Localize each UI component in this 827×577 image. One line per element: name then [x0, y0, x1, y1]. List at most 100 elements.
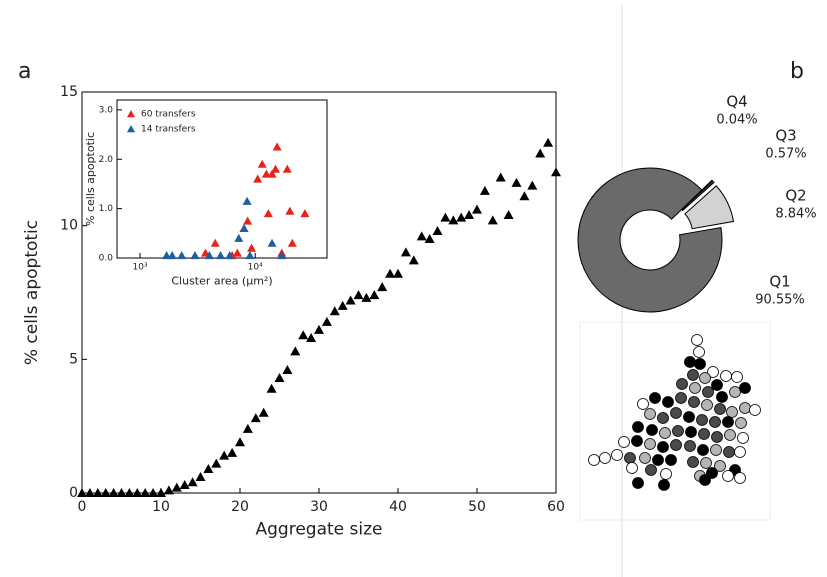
marker [242, 196, 252, 205]
cell [645, 464, 657, 476]
marker [306, 332, 317, 342]
cell [711, 431, 723, 443]
cell [660, 468, 672, 480]
marker [100, 488, 111, 497]
cell [735, 417, 747, 429]
marker [337, 300, 348, 310]
cell [724, 429, 736, 441]
x-tick-label: 60 [547, 499, 565, 515]
marker [242, 423, 253, 433]
marker [495, 172, 506, 182]
marker [156, 488, 166, 497]
marker [108, 488, 119, 497]
cell [659, 427, 671, 439]
cell [696, 414, 708, 426]
cell [701, 399, 713, 411]
marker [253, 174, 263, 183]
cell [693, 346, 705, 358]
marker [270, 164, 280, 173]
cell [698, 428, 710, 440]
y-tick-label: 5 [69, 351, 78, 367]
marker [543, 137, 554, 147]
cell [688, 396, 700, 408]
cell [675, 392, 687, 404]
marker [84, 488, 95, 497]
marker [448, 215, 459, 225]
marker [257, 159, 267, 168]
marker [479, 185, 490, 195]
marker [263, 209, 273, 218]
marker [416, 231, 427, 241]
cell [685, 426, 697, 438]
marker [282, 164, 292, 173]
cell [707, 366, 719, 378]
cell [734, 472, 746, 484]
marker [216, 251, 226, 260]
marker [204, 251, 214, 260]
marker [232, 248, 242, 257]
y-tick-label: 10 [60, 218, 78, 234]
slice-label: Q1 [769, 273, 790, 291]
cell [632, 477, 644, 489]
marker [234, 233, 244, 242]
cell [709, 416, 721, 428]
marker [179, 479, 190, 489]
cell [657, 412, 669, 424]
plot-frame [116, 99, 328, 259]
marker [503, 209, 514, 219]
marker [551, 167, 561, 177]
x-tick-label: 50 [468, 499, 486, 515]
marker [511, 177, 522, 187]
cell [649, 392, 661, 404]
x-tick-label: 30 [310, 499, 328, 515]
marker [148, 488, 159, 497]
y-axis-label: % cells apoptotic [84, 132, 97, 226]
cell [624, 452, 636, 464]
marker [345, 295, 356, 305]
panel-label: b [790, 59, 804, 84]
cell [689, 382, 701, 394]
marker [77, 488, 87, 497]
marker [290, 346, 301, 356]
cluster-box [579, 321, 771, 521]
marker [227, 447, 238, 457]
cell [720, 370, 732, 382]
marker [408, 255, 419, 265]
marker [92, 488, 103, 497]
cell [737, 432, 749, 444]
marker [177, 251, 187, 260]
marker [519, 191, 530, 201]
cell [722, 416, 734, 428]
marker [361, 292, 372, 302]
cell [711, 379, 723, 391]
marker [211, 458, 222, 468]
cell [611, 449, 623, 461]
marker [239, 223, 249, 232]
y-axis-label: % cells apoptotic [22, 220, 42, 365]
marker [298, 330, 309, 340]
cell [710, 444, 722, 456]
legend-marker [127, 125, 135, 133]
marker [245, 251, 255, 260]
marker [385, 268, 396, 278]
marker [377, 282, 388, 292]
marker [210, 238, 220, 247]
y-tick-label: 2.0 [99, 155, 114, 165]
cell [697, 444, 709, 456]
cell [652, 454, 664, 466]
cell [683, 411, 695, 423]
legend-marker [127, 110, 135, 118]
marker [171, 482, 182, 492]
cell [739, 402, 751, 414]
cell [706, 467, 718, 479]
y-tick-label: 1.0 [99, 204, 114, 214]
cell [723, 446, 735, 458]
marker [247, 243, 257, 252]
slice-value: 0.04% [716, 113, 757, 128]
x-tick-label: 10³ [133, 263, 148, 273]
cell [726, 406, 738, 418]
cell [716, 391, 728, 403]
cell [714, 403, 726, 415]
marker [282, 365, 293, 375]
y-tick-label: 15 [60, 84, 78, 100]
